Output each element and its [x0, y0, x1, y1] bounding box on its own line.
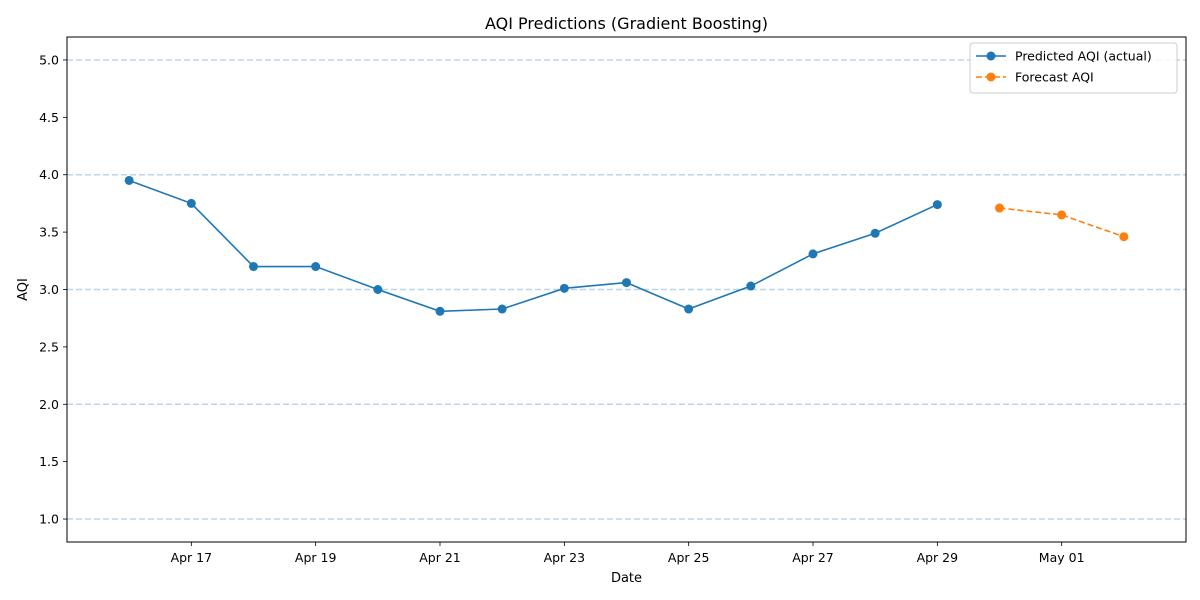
legend: Predicted AQI (actual) Forecast AQI — [969, 42, 1178, 94]
data-point — [124, 175, 134, 185]
data-point — [311, 262, 321, 272]
data-point — [622, 278, 631, 288]
x-tick-label: Apr 23 — [544, 550, 586, 565]
y-tick-label: 4.0 — [39, 167, 59, 182]
x-tick-label: Apr 19 — [295, 550, 337, 565]
data-point — [684, 304, 694, 314]
series-2 — [995, 203, 1129, 242]
y-tick-label: 3.0 — [39, 282, 59, 297]
data-point — [435, 306, 445, 316]
data-point — [1119, 232, 1129, 242]
x-tick-label: Apr 29 — [917, 550, 959, 565]
y-axis: 1.0 1.5 2.0 2.5 3.0 3.5 4.0 4.5 5.0 — [39, 52, 67, 527]
y-tick-label: 4.5 — [39, 110, 59, 125]
legend-marker — [986, 72, 996, 82]
data-point — [995, 203, 1004, 213]
legend-marker — [986, 51, 996, 61]
series-line — [128, 179, 938, 313]
data-point — [559, 283, 569, 293]
x-tick-label: Apr 27 — [792, 550, 834, 565]
legend-label: Predicted AQI (actual) — [1015, 49, 1152, 64]
data-point — [373, 285, 383, 294]
data-point — [1057, 210, 1067, 220]
x-tick-label: Apr 25 — [668, 550, 710, 565]
series-layer — [124, 175, 1129, 316]
y-axis-label: AQI — [16, 278, 31, 301]
data-point — [249, 262, 258, 272]
data-point — [186, 198, 196, 208]
y-tick-label: 2.5 — [39, 339, 59, 354]
chart-title: AQI Predictions (Gradient Boosting) — [485, 14, 768, 33]
legend-box — [969, 42, 1178, 94]
y-tick-label: 1.5 — [39, 454, 59, 469]
x-tick-label: May 01 — [1039, 550, 1085, 565]
x-tick-label: Apr 17 — [171, 550, 213, 565]
y-tick-label: 5.0 — [39, 52, 59, 67]
data-point — [808, 249, 818, 259]
data-point — [870, 228, 880, 238]
y-tick-label: 2.0 — [39, 397, 59, 412]
x-axis-label: Date — [611, 571, 642, 586]
x-tick-label: Apr 21 — [419, 550, 461, 565]
y-tick-label: 3.5 — [39, 225, 59, 240]
data-point — [497, 304, 507, 314]
x-axis: Apr 17 Apr 19 Apr 21 Apr 23 Apr 25 Apr 27 Apr … — [171, 542, 1085, 565]
series-1 — [124, 175, 942, 316]
series-line — [999, 207, 1125, 238]
data-point — [932, 200, 942, 210]
y-tick-label: 1.0 — [39, 512, 59, 527]
data-point — [746, 281, 756, 291]
legend-label: Forecast AQI — [1015, 70, 1094, 85]
